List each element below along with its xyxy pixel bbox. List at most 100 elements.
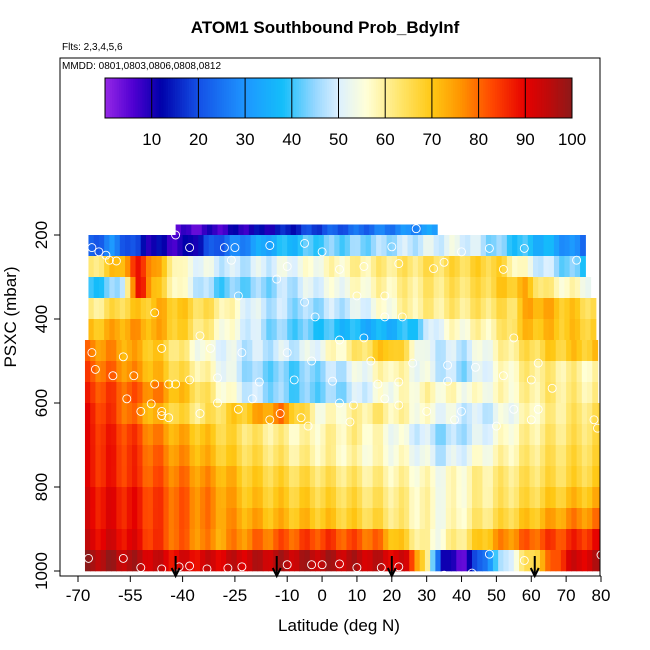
heatmap-cell xyxy=(362,529,368,551)
colorbar-swatch xyxy=(161,78,164,118)
heatmap-cell xyxy=(294,508,300,530)
heatmap-cell xyxy=(208,235,215,257)
heatmap-cell xyxy=(126,550,133,572)
heatmap-cell xyxy=(132,508,138,530)
heatmap-cell xyxy=(367,382,374,404)
heatmap-cell xyxy=(219,298,226,320)
heatmap-cell xyxy=(383,403,389,425)
heatmap-cell xyxy=(304,466,311,488)
heatmap-cell xyxy=(179,361,185,383)
heatmap-cell xyxy=(132,403,138,425)
heatmap-cell xyxy=(137,403,144,425)
heatmap-cell xyxy=(315,466,321,488)
heatmap-cell xyxy=(135,298,142,320)
heatmap-cell xyxy=(404,382,410,404)
heatmap-cell xyxy=(132,340,138,362)
heatmap-cell xyxy=(220,361,227,383)
heatmap-cell xyxy=(492,550,499,572)
heatmap-cell xyxy=(100,340,107,362)
observation-point xyxy=(533,404,543,414)
heatmap-cell xyxy=(252,361,259,383)
heatmap-cell xyxy=(226,487,233,509)
heatmap-cell xyxy=(430,466,436,488)
heatmap-cell xyxy=(299,529,306,551)
heatmap-cell xyxy=(173,361,180,383)
colorbar-tick-label: 10 xyxy=(142,130,161,149)
heatmap-cell xyxy=(529,403,536,425)
heatmap-cell xyxy=(362,487,368,509)
heatmap-cell xyxy=(461,382,468,404)
observation-point xyxy=(498,371,508,381)
heatmap-cell xyxy=(491,235,497,257)
heatmap-cell xyxy=(435,340,442,362)
colorbar-swatch xyxy=(142,78,146,118)
colorbar-swatch xyxy=(165,78,169,118)
heatmap-cell xyxy=(210,361,217,383)
colorbar-swatch xyxy=(389,78,393,118)
heatmap-cell xyxy=(187,298,194,320)
heatmap-cell xyxy=(498,361,504,383)
observation-points xyxy=(84,224,600,576)
heatmap-cell xyxy=(424,550,431,572)
heatmap-cell xyxy=(419,550,426,572)
heatmap-cell xyxy=(388,487,395,509)
heatmap-cell xyxy=(362,403,368,425)
heatmap-cell xyxy=(142,424,149,446)
heatmap-cell xyxy=(152,445,159,467)
heatmap-cell xyxy=(105,424,112,446)
heatmap-cell xyxy=(465,235,471,257)
heatmap-cell xyxy=(210,403,217,425)
heatmap-cell xyxy=(512,235,518,257)
heatmap-cell xyxy=(506,277,513,299)
heatmap-cell xyxy=(90,361,97,383)
heatmap-cell xyxy=(234,298,241,320)
colorbar-swatch xyxy=(322,78,325,118)
heatmap-row-775 xyxy=(84,466,600,488)
heatmap-cell xyxy=(168,550,175,572)
heatmap-cell xyxy=(459,298,466,320)
heatmap-cell xyxy=(388,445,395,467)
colorbar-swatch xyxy=(319,78,323,118)
heatmap-cell xyxy=(166,298,173,320)
heatmap-cell xyxy=(512,277,518,299)
heatmap-cell xyxy=(241,445,248,467)
heatmap-cell xyxy=(95,382,102,404)
observation-point xyxy=(345,417,355,427)
observation-point xyxy=(247,394,257,404)
colorbar-swatch xyxy=(347,78,351,118)
heatmap-cell xyxy=(336,403,342,425)
heatmap-cell xyxy=(560,550,567,572)
heatmap-cell xyxy=(200,508,206,530)
heatmap-cell xyxy=(330,340,337,362)
heatmap-cell xyxy=(445,466,452,488)
heatmap-cell xyxy=(184,445,191,467)
heatmap-cell xyxy=(187,319,194,341)
heatmap-cell xyxy=(104,256,110,278)
heatmap-cell xyxy=(147,403,154,425)
heatmap-cell xyxy=(459,235,466,257)
heatmap-cell xyxy=(98,298,105,320)
heatmap-cell xyxy=(477,445,484,467)
heatmap-cell xyxy=(283,529,290,551)
heatmap-cell xyxy=(173,550,180,572)
heatmap-cell xyxy=(580,277,586,299)
heatmap-cell xyxy=(304,340,311,362)
observation-point xyxy=(352,563,362,573)
heatmap-cell xyxy=(367,445,374,467)
heatmap-cell xyxy=(435,487,442,509)
heatmap-cell xyxy=(503,361,510,383)
heatmap-cell xyxy=(456,382,463,404)
heatmap-cell xyxy=(325,424,332,446)
colorbar-swatch xyxy=(294,78,297,118)
heatmap-cell xyxy=(315,424,321,446)
observation-point xyxy=(335,264,344,274)
heatmap-cell xyxy=(288,340,295,362)
heatmap-cell xyxy=(257,340,264,362)
heatmap-cell xyxy=(485,256,492,278)
colorbar-swatch xyxy=(147,78,150,118)
colorbar-swatch xyxy=(247,78,251,118)
heatmap-cell xyxy=(487,508,494,530)
heatmap-cell xyxy=(512,256,518,278)
heatmap-cell xyxy=(213,277,220,299)
heatmap-cell xyxy=(351,340,358,362)
